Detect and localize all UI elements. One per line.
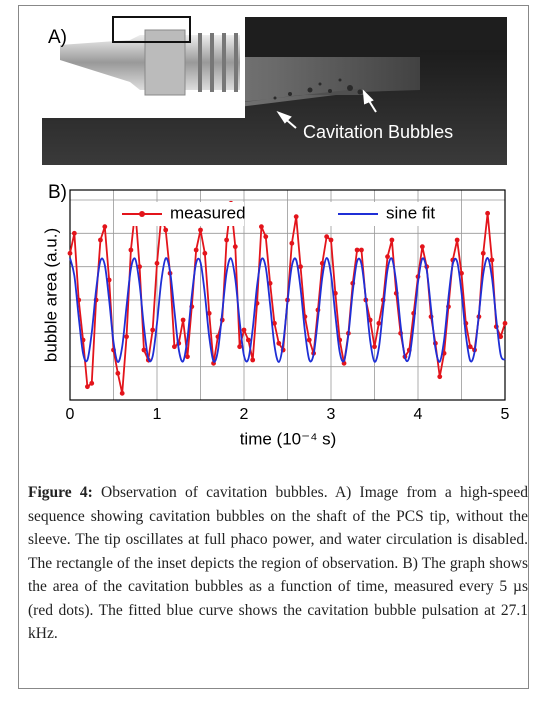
data-point (89, 380, 95, 386)
caption-text: Observation of cavitation bubbles. A) Im… (28, 484, 529, 642)
data-point (250, 357, 256, 363)
data-point (480, 250, 486, 256)
plot-border (69, 189, 506, 401)
data-point (206, 310, 212, 316)
legend-marker (139, 211, 145, 217)
data-point (372, 344, 377, 350)
data-point (306, 337, 312, 343)
data-point (454, 237, 460, 243)
data-point (485, 210, 490, 216)
data-point (467, 344, 473, 350)
data-point (324, 234, 330, 240)
data-point (259, 224, 264, 230)
data-point (102, 224, 108, 230)
data-point (237, 344, 243, 350)
data-point (128, 247, 134, 253)
data-point (163, 227, 169, 233)
data-point (180, 317, 186, 323)
data-point (276, 340, 282, 346)
data-point (267, 280, 273, 286)
panel-label: A) (48, 27, 67, 48)
legend-label: sine fit (386, 203, 435, 222)
caption-label: Figure 4: (28, 484, 93, 501)
data-point (359, 247, 364, 253)
data-point (198, 227, 203, 233)
data-point (489, 257, 495, 263)
data-point (98, 237, 103, 243)
data-point (232, 244, 238, 250)
data-point (419, 244, 425, 250)
data-point (354, 247, 360, 253)
data-point (124, 334, 129, 340)
data-point (185, 354, 190, 360)
annotation: Cavitation Bubbles (303, 122, 453, 142)
series-line (69, 257, 506, 363)
data-point (293, 214, 299, 220)
data-point (141, 347, 147, 353)
panel-label: B) (48, 182, 67, 203)
x-tick-label: 2 (240, 406, 249, 423)
y-axis-label: bubble area (a.u.) (41, 228, 60, 362)
data-point (154, 260, 160, 266)
data-point (328, 237, 334, 243)
data-point (376, 320, 382, 326)
data-point (319, 260, 325, 266)
data-point (502, 320, 508, 326)
data-point (263, 234, 269, 240)
data-point (498, 334, 504, 340)
data-point (172, 344, 177, 350)
data-point (272, 320, 277, 326)
data-point (437, 374, 443, 380)
data-point (193, 247, 199, 253)
x-tick-label: 4 (414, 406, 423, 423)
data-point (119, 390, 125, 396)
legend-label: measured (170, 203, 246, 222)
data-point (459, 270, 464, 276)
caption: Figure 4: Observation of cavitation bubb… (28, 481, 528, 646)
data-point (224, 237, 230, 243)
data-point (385, 254, 390, 260)
data-point (389, 237, 395, 243)
data-point (245, 337, 251, 343)
x-tick-label: 5 (501, 406, 510, 423)
x-tick-label: 0 (66, 406, 75, 423)
data-point (150, 327, 156, 333)
data-point (71, 230, 77, 236)
figure-frame (18, 5, 529, 689)
data-point (85, 384, 90, 390)
x-tick-label: 3 (327, 406, 336, 423)
data-point (137, 264, 143, 270)
data-point (241, 327, 247, 333)
x-tick-label: 1 (153, 406, 162, 423)
data-point (298, 264, 303, 270)
data-point (202, 250, 208, 256)
figure: A) Cavitation Bubbles B) time (10⁻⁴ s) b… (41, 16, 510, 448)
data-point (115, 370, 121, 376)
legend: measured sine fit (114, 202, 440, 226)
data-point (289, 240, 295, 246)
x-axis-label: time (10⁻⁴ s) (240, 429, 337, 448)
panel-a-image: A) Cavitation Bubbles (42, 16, 507, 165)
data-point (67, 250, 73, 256)
